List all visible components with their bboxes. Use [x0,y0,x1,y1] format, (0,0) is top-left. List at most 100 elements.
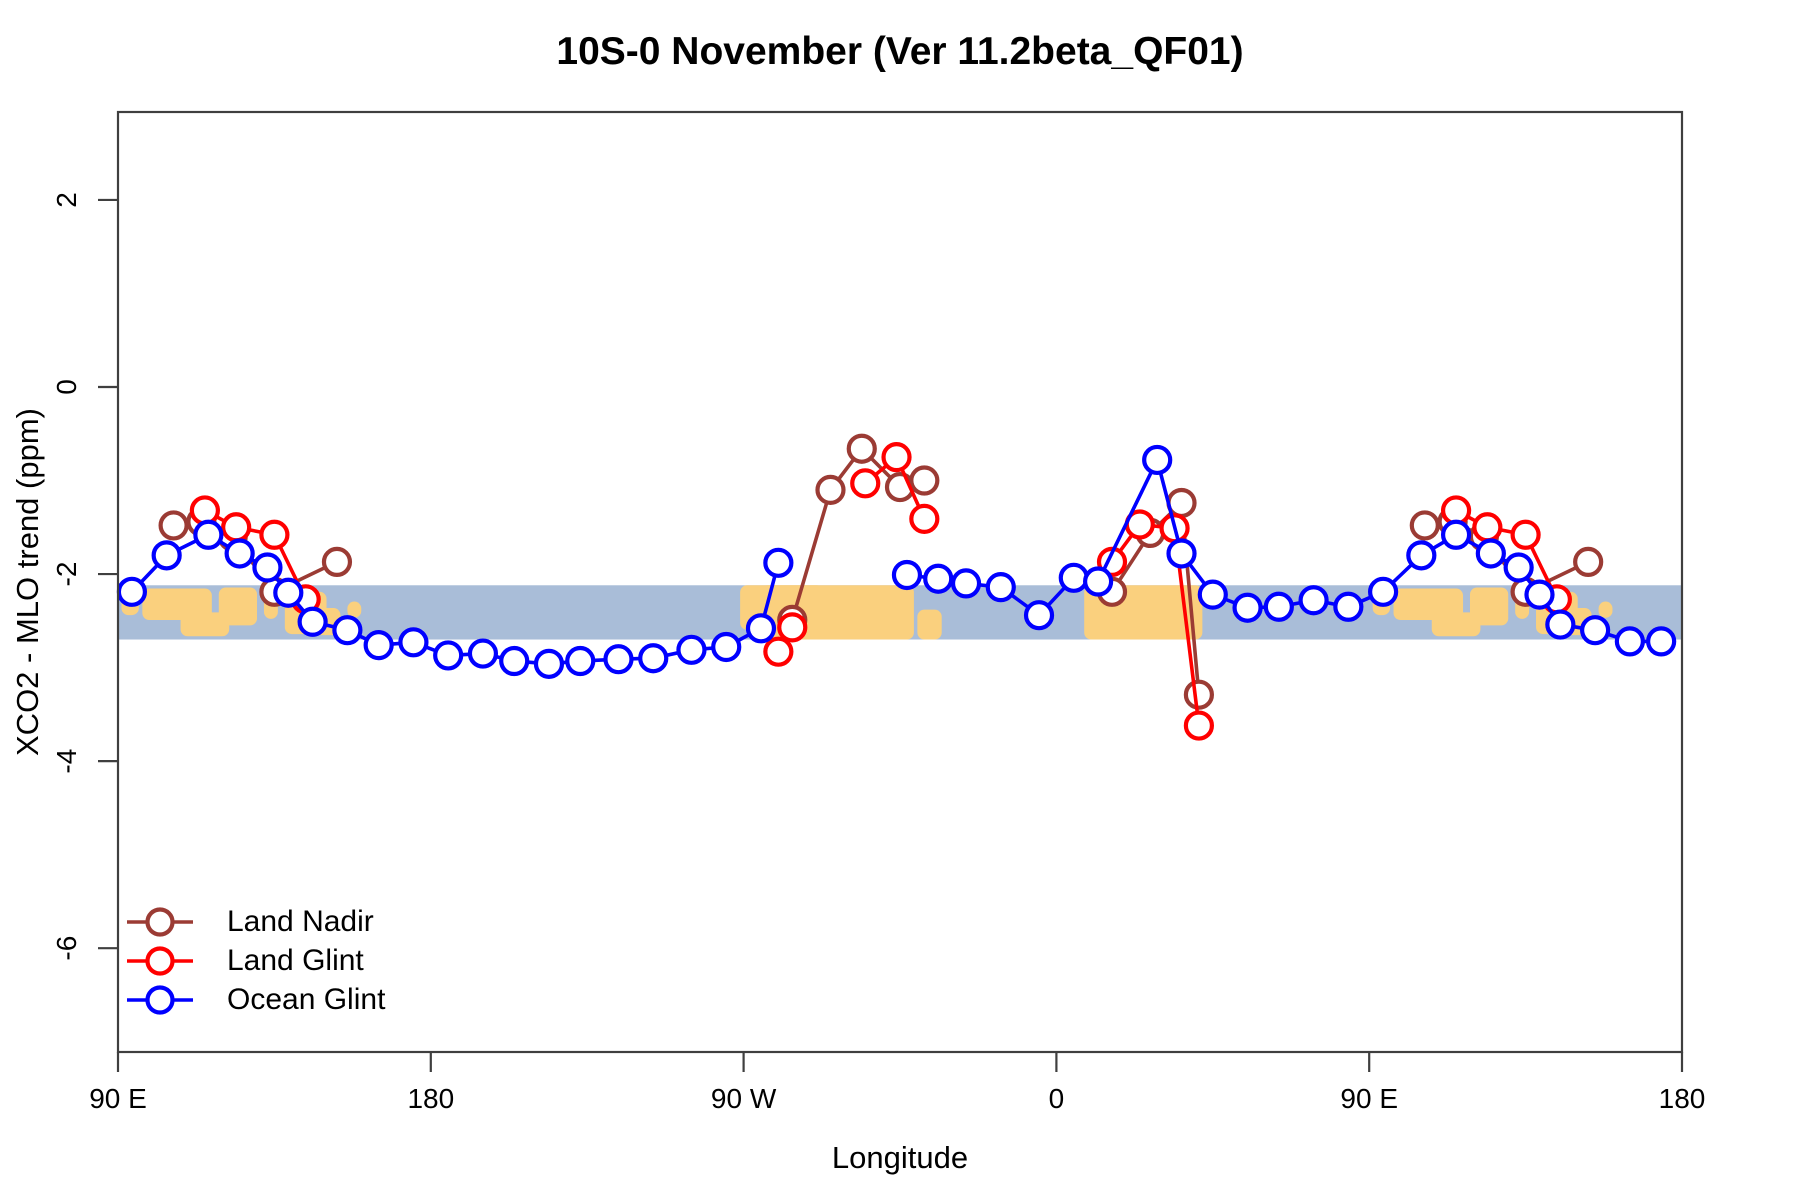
data-point [1524,579,1555,610]
data-point [297,606,328,637]
legend-label: Land Glint [227,943,364,977]
data-point [909,465,940,496]
data-point [850,468,881,499]
data-point [909,503,940,534]
data-point [467,638,499,669]
data-point [1440,519,1472,550]
data-point [676,634,707,665]
data-point [1058,562,1089,593]
y-tick-label: 2 [51,192,82,208]
data-point [158,510,189,541]
legend-label: Ocean Glint [227,982,386,1016]
data-point [332,615,363,646]
data-point [1142,444,1173,476]
x-tick-label: 180 [1659,1083,1706,1114]
data-point [1183,710,1214,741]
y-tick-label: -2 [51,562,82,587]
map-band-land [1469,587,1509,626]
legend-item-land-glint: Land Glint [125,941,385,980]
x-tick-label: 90 E [1340,1083,1398,1114]
data-point [763,636,794,667]
data-point [221,512,252,543]
series-line [204,508,308,601]
data-point [763,547,794,578]
data-point [193,519,224,550]
data-point [273,577,304,608]
x-axis-label: Longitude [831,1140,969,1175]
data-point [638,643,669,674]
data-point [259,519,290,550]
data-point [1197,579,1228,610]
data-point [1263,591,1294,622]
legend-label: Land Nadir [227,904,374,938]
data-point [603,644,634,675]
data-point [252,552,283,583]
plot-border [116,110,1684,1054]
data-point [1083,566,1114,597]
data-point [777,612,808,643]
series-line [1455,508,1559,601]
data-point [1545,609,1576,640]
data-point [923,563,954,594]
data-point [398,627,429,658]
data-point [1475,538,1506,569]
map-band-land [1598,601,1613,618]
chart-title: 10S-0 November (Ver 11.2beta_QF01) [556,30,1244,73]
data-point [116,576,148,607]
data-point [1232,592,1263,623]
data-point [1614,626,1645,657]
data-point [950,568,982,599]
data-point [1573,546,1604,577]
data-point [1368,576,1399,607]
data-point [151,540,182,571]
data-point [533,648,565,679]
data-point [189,495,220,526]
data-point [745,613,777,644]
data-point [499,645,530,677]
y-tick-label: -4 [51,749,82,774]
data-point [565,645,596,677]
data-point [363,630,394,661]
map-band-land [218,587,258,626]
legend-marker-ocean-glint-icon [127,984,193,1015]
legend-item-land-nadir: Land Nadir [125,902,385,941]
data-point [1166,538,1197,569]
map-band-land [347,601,362,618]
data-point [1510,519,1541,550]
map-band-land [1393,588,1464,620]
data-point [1406,540,1437,571]
data-point [1503,552,1534,583]
map-band-land [917,609,942,640]
data-point [321,546,353,577]
data-point [224,538,255,569]
x-tick-label: 90 W [711,1083,777,1114]
x-tick-label: 0 [1049,1083,1065,1114]
legend-marker-land-nadir-icon [127,906,193,937]
data-point [1472,512,1503,543]
map-band-land [180,612,230,637]
legend-marker-land-glint-icon [127,945,193,976]
data-point [1440,495,1472,526]
data-point [711,631,742,663]
map-band-land [142,588,212,620]
data-point [846,433,877,464]
x-tick-label: 180 [407,1083,454,1114]
legend-item-ocean-glint: Ocean Glint [125,980,385,1019]
legend: Land Nadir Land Glint Ocean Glint [125,902,385,1019]
data-point [1409,510,1440,541]
series-line [1110,522,1201,726]
y-tick-label: -6 [51,936,82,961]
data-point [985,572,1016,603]
map-band-land [1431,612,1481,637]
data-point [1023,600,1055,631]
data-point [815,474,846,505]
data-point [881,442,912,473]
data-point [1183,679,1214,710]
data-point [1333,591,1364,622]
y-tick-label: 0 [51,379,82,395]
data-point [1646,626,1677,657]
x-tick-label: 90 E [89,1083,147,1114]
data-point [433,640,464,671]
